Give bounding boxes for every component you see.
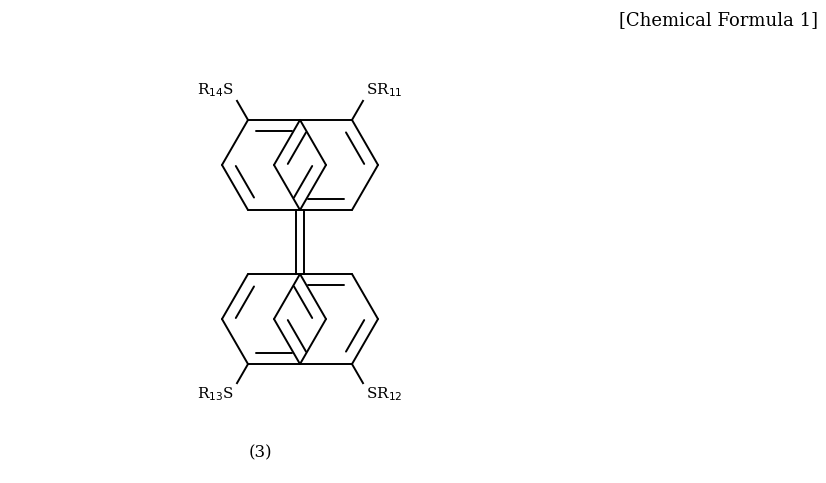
Text: (3): (3) — [248, 444, 272, 461]
Text: SR$_{12}$: SR$_{12}$ — [366, 385, 402, 403]
Text: [Chemical Formula 1]: [Chemical Formula 1] — [619, 11, 818, 29]
Text: R$_{13}$S: R$_{13}$S — [197, 385, 234, 403]
Text: R$_{14}$S: R$_{14}$S — [197, 81, 234, 99]
Text: SR$_{11}$: SR$_{11}$ — [366, 81, 402, 99]
